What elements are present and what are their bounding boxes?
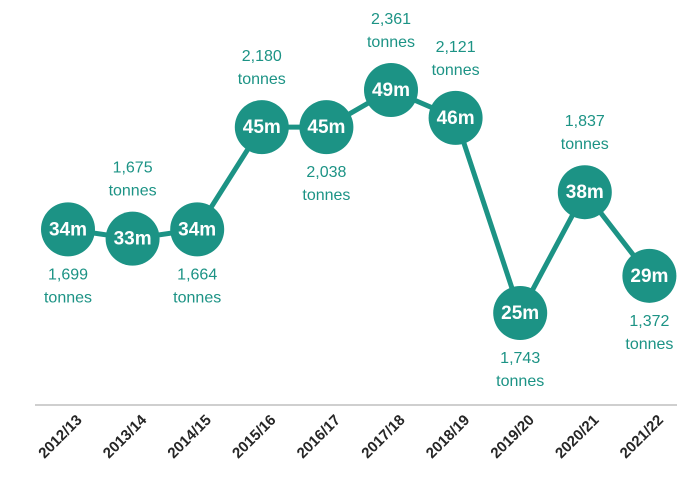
data-label: 45m [243,117,281,138]
annotation-line: 1,675 [113,160,153,177]
point [105,211,160,266]
annotation-line: tonnes [238,71,286,88]
x-tick-label: 2018/19 [423,412,473,462]
point [41,202,95,257]
annotation: 1,675 tonnes [109,160,157,200]
x-tick-label: 2014/15 [164,412,214,462]
point [493,286,548,340]
x-tick-label: 2016/17 [294,412,344,462]
data-label: 45m [307,117,345,138]
annotation-line: 2,038 [306,164,346,181]
point [170,202,225,257]
point [622,248,677,303]
annotation-line: tonnes [496,373,544,390]
annotation: 1,743 tonnes [496,350,544,390]
x-tick-label: 2017/18 [358,412,408,462]
data-label: 34m [49,219,87,240]
annotation: 2,121 tonnes [432,39,480,79]
data-label: 46m [437,108,475,129]
annotation-line: 2,121 [436,39,476,56]
data-label: 29m [630,266,668,287]
annotation: 1,699 tonnes [44,267,92,307]
annotation: 2,180 tonnes [238,48,286,88]
point [234,100,289,155]
annotation-line: tonnes [44,290,92,307]
annotation-line: tonnes [432,62,480,79]
data-label: 34m [178,219,216,240]
annotation-line: tonnes [367,34,415,51]
annotation: 2,361 tonnes [367,11,415,51]
point [299,100,354,155]
annotation: 1,372 tonnes [625,313,673,353]
point [364,63,418,117]
x-tick-label: 2013/14 [100,411,151,462]
annotation: 1,664 tonnes [173,267,221,307]
data-label: 25m [501,303,539,324]
annotation-line: 2,180 [242,48,282,65]
annotation: 1,837 tonnes [561,113,609,153]
annotation: 2,038 tonnes [302,164,350,204]
annotation-line: 1,837 [565,113,605,130]
annotation-line: 2,361 [371,11,411,28]
annotation-line: 1,372 [629,313,669,330]
annotation-line: tonnes [173,290,221,307]
x-tick-label: 2019/20 [487,412,537,462]
x-tick-label: 2020/21 [552,412,602,462]
annotation-line: tonnes [561,136,609,153]
data-label: 33m [114,229,152,250]
annotation-line: tonnes [109,183,157,200]
annotation-line: tonnes [625,336,673,353]
data-label: 38m [566,182,604,203]
data-label: 49m [372,80,410,101]
x-tick-label: 2012/13 [35,412,85,462]
x-tick-label: 2021/22 [617,412,667,462]
annotation-line: 1,664 [177,267,217,284]
annotation-line: 1,743 [500,350,540,367]
point [557,165,612,220]
x-tick-label: 2015/16 [229,412,279,462]
point [428,90,483,145]
annotation-line: 1,699 [48,267,88,284]
annotation-line: tonnes [302,187,350,204]
line [67,87,652,320]
